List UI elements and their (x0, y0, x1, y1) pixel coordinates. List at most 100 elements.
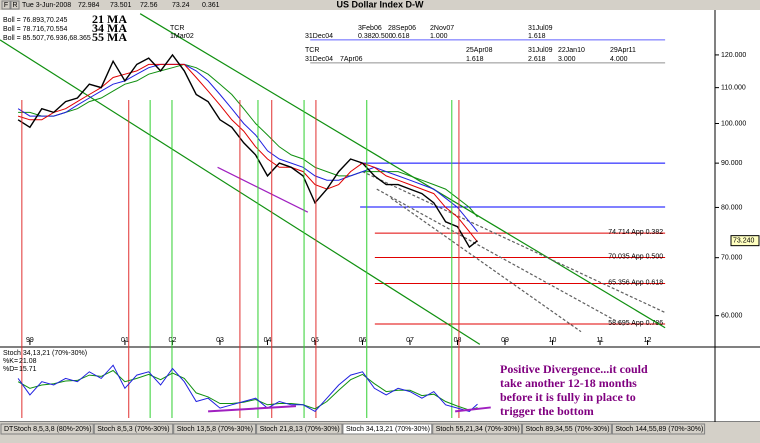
y-tick-label: 90.000 (721, 160, 743, 167)
header-low: 72.56 (140, 2, 158, 9)
annotation: before it is fully in place to (500, 390, 636, 404)
header-high: 73.501 (110, 2, 132, 9)
time-label: TCR (305, 47, 319, 54)
tab[interactable] (432, 423, 523, 435)
x-tick-label: 10 (549, 337, 557, 344)
series-line (17, 53, 478, 249)
legend-name: %K (3, 358, 14, 365)
last-value-label: 73.240 (733, 238, 755, 245)
legend-eq: = (14, 366, 18, 373)
legend-value: 21.08 (19, 358, 37, 365)
tab-label: Stoch 21,8,13 (70%-30%) (260, 426, 340, 433)
tab-label: DTStoch 8,5,3,8 (80%-20%) (4, 426, 92, 433)
time-label: 3Feb06 (358, 25, 382, 32)
tab[interactable] (611, 423, 706, 435)
time-label: 31Dec04 (305, 33, 333, 40)
tab-label: Stoch 55,21,34 (70%-30%) (436, 426, 520, 433)
tab-label: Stoch 13,5,8 (70%-30%) (177, 426, 253, 433)
tab-label: Stoch 89,34,55 (70%-30%) (526, 426, 610, 433)
series-line (18, 63, 478, 218)
header-date: Tue 3-Jun-2008 (22, 2, 71, 9)
trendline (217, 166, 309, 213)
x-tick-label: 99 (26, 337, 34, 344)
legend-name: 55 MA (92, 30, 127, 44)
button (1, 0, 11, 10)
series-line (17, 63, 478, 243)
time-label: 1.618 (528, 33, 546, 40)
legend-label: Boll = 85.507,76.936,68.365 (3, 35, 91, 42)
fib-label: 74.714 App 0.382 (608, 229, 663, 236)
time-label: 0.618 (392, 33, 410, 40)
x-tick-label: 09 (501, 337, 509, 344)
time-label: 1.618 (466, 56, 484, 63)
tab-label: Stoch 8,5,3 (70%-30%) (97, 426, 169, 433)
time-label: TCR (170, 25, 184, 32)
fib-label: 58.695 App 0.786 (608, 320, 663, 327)
trendline (208, 405, 297, 413)
time-label: 2Nov07 (430, 25, 454, 32)
legend-label: Boll = 76.893,70.245 (3, 17, 68, 24)
trendline (390, 197, 582, 333)
time-label: 31Jul09 (528, 47, 553, 54)
y-tick-label: 70.000 (721, 255, 743, 262)
x-tick-label: 08 (454, 337, 462, 344)
time-label: 1.000 (430, 33, 448, 40)
trendline (455, 406, 491, 413)
chart-title: US Dollar Index D-W (336, 0, 424, 9)
trendline (139, 13, 666, 329)
y-tick-label: 100.000 (721, 120, 746, 127)
x-tick-label: 05 (311, 337, 319, 344)
time-label: 25Apr08 (466, 47, 493, 54)
x-tick-label: 06 (359, 337, 367, 344)
legend-label: Boll = 78.716,70.554 (3, 26, 68, 33)
trendline (362, 171, 666, 314)
x-tick-label: 04 (264, 337, 272, 344)
plot-area (17, 364, 491, 413)
tab[interactable] (342, 423, 433, 435)
button-label: R (12, 2, 17, 9)
time-label: 31Jul09 (528, 25, 553, 32)
time-label: 7Apr06 (340, 56, 363, 63)
legend-name: 21 MA (92, 12, 127, 26)
button (10, 0, 20, 10)
annotation: trigger the bottom (500, 404, 594, 418)
fib-label: 70.035 App 0.500 (608, 253, 663, 260)
y-tick-label: 80.000 (721, 204, 743, 211)
annotation: take another 12-18 months (500, 376, 637, 390)
header-change: 0.361 (202, 2, 220, 9)
annotation: Positive Divergence...it could (500, 362, 648, 376)
tab-label: Stoch 144,55,89 (70%-30%) (615, 426, 703, 433)
time-label: 22Jan10 (558, 47, 585, 54)
time-label: 3.000 (558, 56, 576, 63)
y-tick-label: 60.000 (721, 313, 743, 320)
x-tick-label: 02 (169, 337, 177, 344)
time-label: 29Apr11 (610, 47, 636, 54)
time-label: 0.500 (375, 33, 393, 40)
button-label: F (4, 2, 8, 9)
tab[interactable] (0, 423, 94, 435)
trendline (376, 188, 625, 326)
time-label: 4.000 (610, 56, 628, 63)
y-tick-label: 110.000 (721, 84, 746, 91)
legend-name: 34 MA (92, 21, 127, 35)
tab-label: Stoch 34,13,21 (70%-30%) (346, 426, 430, 433)
header-bar (0, 0, 760, 10)
time-label: 0.382 (358, 33, 376, 40)
x-tick-label: 11 (596, 337, 603, 344)
x-tick-label: 07 (406, 337, 414, 344)
legend-name: %D (3, 366, 14, 373)
time-label: 1Mar02 (170, 33, 194, 40)
legend-value: 15.71 (19, 366, 37, 373)
header-close: 73.24 (172, 2, 190, 9)
tab[interactable] (93, 423, 174, 435)
tab[interactable] (522, 423, 612, 435)
tab[interactable] (256, 423, 343, 435)
time-label: 28Sep06 (388, 25, 416, 32)
series-line (17, 63, 478, 233)
last-value-box (730, 235, 760, 247)
time-label: 31Dec04 (305, 56, 333, 63)
tab[interactable] (173, 423, 257, 435)
